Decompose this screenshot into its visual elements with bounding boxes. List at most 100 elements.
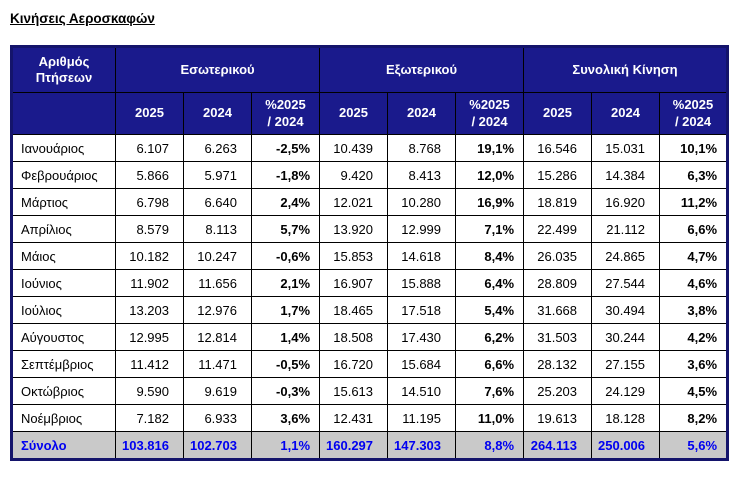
value-cell: 14.510 (387, 377, 457, 405)
value-cell: 8.579 (115, 215, 184, 243)
month-cell: Φεβρουάριος (11, 161, 116, 189)
value-cell: 21.112 (591, 215, 661, 243)
value-cell: 18.465 (319, 296, 389, 324)
value-cell: 5,6% (659, 431, 729, 460)
value-cell: 11.471 (183, 350, 252, 378)
value-cell: 6.798 (115, 188, 184, 216)
year-header: 2024 (183, 92, 252, 135)
value-cell: 15.613 (319, 377, 389, 405)
table-row: Απρίλιος 8.579 8.113 5,7% 13.920 12.999 … (11, 215, 729, 243)
value-cell: 31.503 (523, 323, 593, 351)
value-cell: 18.128 (591, 404, 661, 432)
table-body: Ιανουάριος 6.107 6.263 -2,5% 10.439 8.76… (11, 134, 729, 432)
value-cell: 12.814 (183, 323, 252, 351)
total-row: Σύνολο 103.816 102.703 1,1% 160.297 147.… (11, 431, 729, 460)
value-cell: 6.933 (183, 404, 252, 432)
value-cell: 14.618 (387, 242, 457, 270)
value-cell: 9.619 (183, 377, 252, 405)
value-cell: -1,8% (250, 161, 321, 189)
value-cell: 19.613 (523, 404, 593, 432)
value-cell: 4,2% (659, 323, 729, 351)
value-cell: 12.976 (183, 296, 252, 324)
value-cell: 27.544 (591, 269, 661, 297)
value-cell: 10,1% (659, 134, 729, 162)
value-cell: 30.244 (591, 323, 661, 351)
value-cell: 6,6% (455, 350, 525, 378)
table-header: Αριθμός Πτήσεων Εσωτερικού Εξωτερικού Συ… (11, 46, 729, 135)
value-cell: 11.195 (387, 404, 457, 432)
value-cell: 12.431 (319, 404, 389, 432)
value-cell: 10.182 (115, 242, 184, 270)
value-cell: 12.999 (387, 215, 457, 243)
year-header: 2024 (591, 92, 661, 135)
pct-header: %2025 / 2024 (659, 92, 729, 135)
table-row: Μάιος 10.182 10.247 -0,6% 15.853 14.618 … (11, 242, 729, 270)
month-cell: Ιανουάριος (11, 134, 116, 162)
year-header: 2025 (115, 92, 184, 135)
value-cell: 24.129 (591, 377, 661, 405)
value-cell: 18.819 (523, 188, 593, 216)
table-row: Σεπτέμβριος 11.412 11.471 -0,5% 16.720 1… (11, 350, 729, 378)
table-row: Φεβρουάριος 5.866 5.971 -1,8% 9.420 8.41… (11, 161, 729, 189)
value-cell: 11,0% (455, 404, 525, 432)
value-cell: 11.656 (183, 269, 252, 297)
table-row: Ιανουάριος 6.107 6.263 -2,5% 10.439 8.76… (11, 134, 729, 162)
value-cell: 2,1% (250, 269, 321, 297)
value-cell: 9.420 (319, 161, 389, 189)
value-cell: -0,6% (250, 242, 321, 270)
year-header: 2025 (319, 92, 389, 135)
value-cell: 6,6% (659, 215, 729, 243)
table-row: Ιούνιος 11.902 11.656 2,1% 16.907 15.888… (11, 269, 729, 297)
value-cell: 6,4% (455, 269, 525, 297)
value-cell: 15.684 (387, 350, 457, 378)
value-cell: 4,6% (659, 269, 729, 297)
value-cell: 8.413 (387, 161, 457, 189)
value-cell: 4,7% (659, 242, 729, 270)
value-cell: 22.499 (523, 215, 593, 243)
value-cell: 10.439 (319, 134, 389, 162)
year-header: 2024 (387, 92, 457, 135)
value-cell: 17.518 (387, 296, 457, 324)
value-cell: 16.546 (523, 134, 593, 162)
value-cell: 27.155 (591, 350, 661, 378)
value-cell: 10.280 (387, 188, 457, 216)
value-cell: 6.640 (183, 188, 252, 216)
month-cell: Ιούλιος (11, 296, 116, 324)
value-cell: 16.920 (591, 188, 661, 216)
value-cell: 160.297 (319, 431, 389, 460)
table-footer: Σύνολο 103.816 102.703 1,1% 160.297 147.… (11, 431, 729, 460)
value-cell: 28.809 (523, 269, 593, 297)
value-cell: 12,0% (455, 161, 525, 189)
value-cell: 16.720 (319, 350, 389, 378)
value-cell: 6,2% (455, 323, 525, 351)
value-cell: 15.853 (319, 242, 389, 270)
page-title: Κινήσεις Αεροσκαφών (10, 11, 155, 26)
value-cell: 1,7% (250, 296, 321, 324)
value-cell: 11.412 (115, 350, 184, 378)
value-cell: 12.021 (319, 188, 389, 216)
value-cell: 12.995 (115, 323, 184, 351)
corner-header: Αριθμός Πτήσεων (11, 46, 116, 93)
total-label: Σύνολο (11, 431, 116, 460)
value-cell: 250.006 (591, 431, 661, 460)
value-cell: 11,2% (659, 188, 729, 216)
value-cell: 18.508 (319, 323, 389, 351)
value-cell: 13.920 (319, 215, 389, 243)
month-cell: Απρίλιος (11, 215, 116, 243)
year-header: 2025 (523, 92, 593, 135)
value-cell: 30.494 (591, 296, 661, 324)
aircraft-movements-table: Αριθμός Πτήσεων Εσωτερικού Εξωτερικού Συ… (10, 45, 730, 461)
value-cell: 5,4% (455, 296, 525, 324)
value-cell: 11.902 (115, 269, 184, 297)
value-cell: 31.668 (523, 296, 593, 324)
group-header-international: Εξωτερικού (319, 46, 525, 93)
value-cell: -0,3% (250, 377, 321, 405)
value-cell: 17.430 (387, 323, 457, 351)
value-cell: 28.132 (523, 350, 593, 378)
value-cell: 3,6% (659, 350, 729, 378)
value-cell: 15.031 (591, 134, 661, 162)
month-cell: Μάρτιος (11, 188, 116, 216)
value-cell: 102.703 (183, 431, 252, 460)
value-cell: 6,3% (659, 161, 729, 189)
value-cell: 8,2% (659, 404, 729, 432)
